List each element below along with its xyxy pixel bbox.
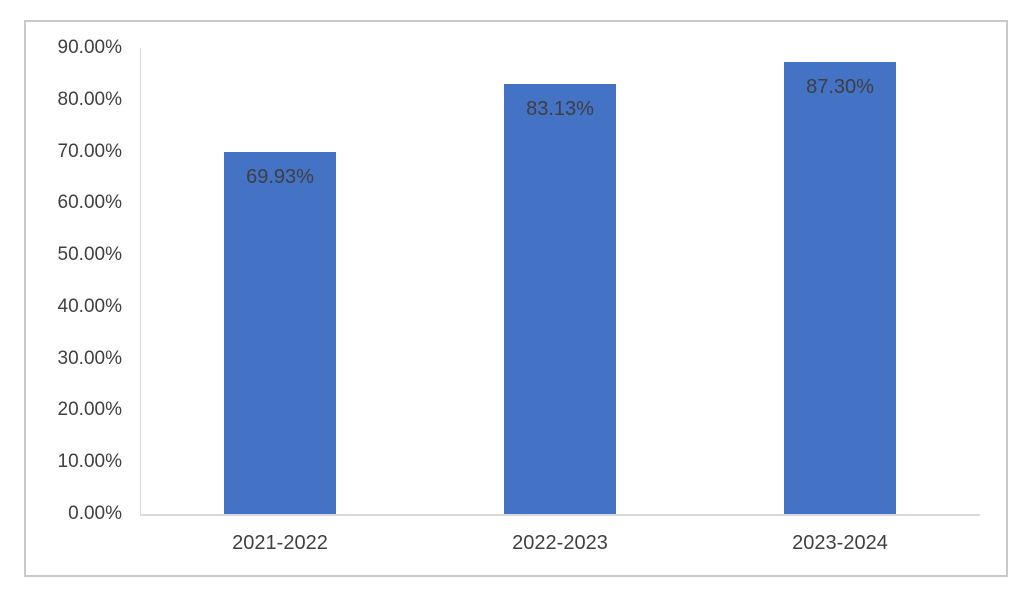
bar-2023-2024 xyxy=(784,61,896,514)
bar-2021-2022 xyxy=(224,151,336,514)
bar-value-label: 69.93% xyxy=(246,165,314,188)
x-axis-tick-label: 2022-2023 xyxy=(512,532,608,554)
bar-value-label: 83.13% xyxy=(526,97,594,120)
y-axis-tick-label: 80.00% xyxy=(57,88,122,110)
y-axis-tick-label: 30.00% xyxy=(57,347,122,369)
y-axis-tick-label: 90.00% xyxy=(57,37,122,58)
y-axis-tick-label: 20.00% xyxy=(57,399,122,421)
y-axis-line xyxy=(140,48,141,514)
bar-value-label: 87.30% xyxy=(806,75,874,98)
x-axis-line xyxy=(140,514,980,516)
y-axis-tick-label: 60.00% xyxy=(57,192,122,214)
bar-2022-2023 xyxy=(504,83,616,514)
y-axis-tick-label: 40.00% xyxy=(57,295,122,317)
x-axis-tick-label: 2023-2024 xyxy=(792,532,888,554)
y-axis-tick-label: 50.00% xyxy=(57,244,122,266)
x-axis-tick-label: 2021-2022 xyxy=(232,532,328,554)
y-axis-tick-label: 0.00% xyxy=(68,503,122,524)
y-axis-tick-label: 10.00% xyxy=(57,451,122,473)
y-axis-tick-label: 70.00% xyxy=(57,140,122,162)
